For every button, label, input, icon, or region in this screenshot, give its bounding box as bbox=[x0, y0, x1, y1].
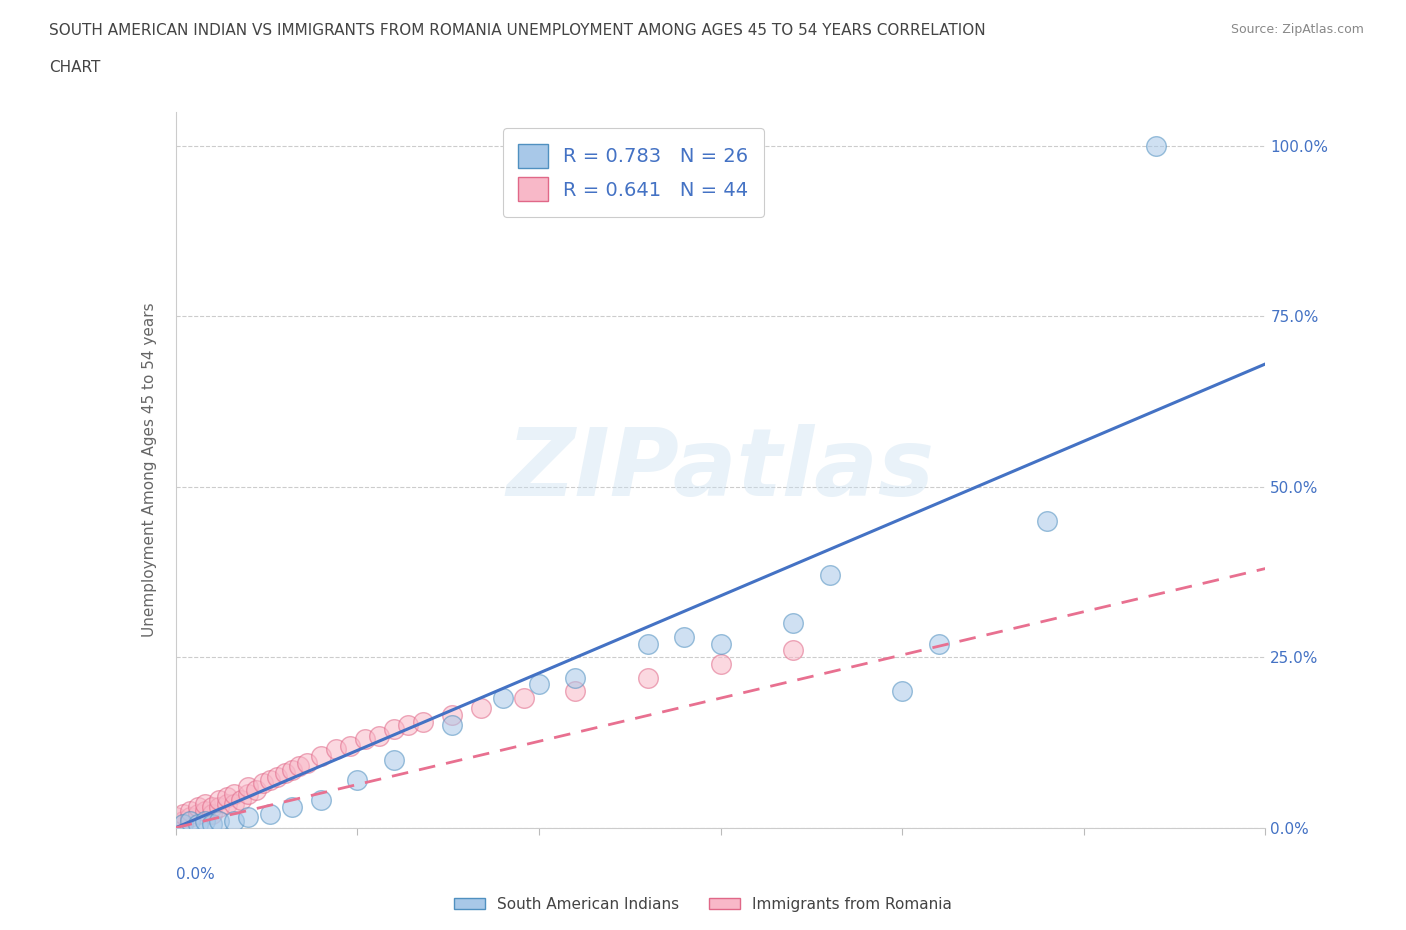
Point bbox=[818, 568, 841, 583]
Point bbox=[179, 804, 201, 818]
Point bbox=[201, 817, 224, 831]
Text: Source: ZipAtlas.com: Source: ZipAtlas.com bbox=[1230, 23, 1364, 36]
Point bbox=[172, 806, 194, 821]
Point bbox=[382, 752, 405, 767]
Point bbox=[440, 718, 463, 733]
Point bbox=[245, 783, 267, 798]
Y-axis label: Unemployment Among Ages 45 to 54 years: Unemployment Among Ages 45 to 54 years bbox=[142, 302, 157, 637]
Text: SOUTH AMERICAN INDIAN VS IMMIGRANTS FROM ROMANIA UNEMPLOYMENT AMONG AGES 45 TO 5: SOUTH AMERICAN INDIAN VS IMMIGRANTS FROM… bbox=[49, 23, 986, 38]
Point bbox=[281, 763, 304, 777]
Point bbox=[165, 810, 187, 825]
Point bbox=[208, 793, 231, 808]
Point bbox=[194, 796, 217, 811]
Point bbox=[194, 814, 217, 829]
Point bbox=[295, 755, 318, 770]
Point bbox=[215, 790, 238, 804]
Legend: South American Indians, Immigrants from Romania: South American Indians, Immigrants from … bbox=[449, 891, 957, 918]
Point bbox=[201, 800, 224, 815]
Point bbox=[274, 765, 297, 780]
Point bbox=[222, 786, 245, 801]
Point bbox=[440, 708, 463, 723]
Point bbox=[382, 722, 405, 737]
Point bbox=[412, 714, 434, 729]
Point bbox=[396, 718, 419, 733]
Point bbox=[288, 759, 311, 774]
Point bbox=[637, 636, 659, 651]
Point bbox=[1146, 139, 1168, 153]
Point bbox=[564, 671, 586, 685]
Point bbox=[259, 773, 281, 788]
Point bbox=[186, 817, 209, 831]
Text: ZIPatlas: ZIPatlas bbox=[506, 424, 935, 515]
Point bbox=[281, 800, 304, 815]
Point bbox=[673, 630, 696, 644]
Point bbox=[215, 796, 238, 811]
Point bbox=[353, 732, 375, 747]
Text: CHART: CHART bbox=[49, 60, 101, 75]
Point bbox=[231, 793, 253, 808]
Point bbox=[186, 806, 209, 821]
Point bbox=[222, 796, 245, 811]
Point bbox=[172, 817, 194, 831]
Text: 0.0%: 0.0% bbox=[176, 867, 215, 882]
Point bbox=[179, 810, 201, 825]
Point bbox=[172, 814, 194, 829]
Point bbox=[165, 817, 187, 831]
Point bbox=[782, 616, 804, 631]
Point bbox=[186, 800, 209, 815]
Point bbox=[928, 636, 950, 651]
Point bbox=[637, 671, 659, 685]
Legend: R = 0.783   N = 26, R = 0.641   N = 44: R = 0.783 N = 26, R = 0.641 N = 44 bbox=[503, 128, 763, 217]
Point bbox=[782, 643, 804, 658]
Point bbox=[238, 786, 260, 801]
Point bbox=[346, 773, 368, 788]
Point bbox=[368, 728, 391, 743]
Point bbox=[222, 814, 245, 829]
Point bbox=[710, 636, 733, 651]
Point bbox=[492, 691, 515, 706]
Point bbox=[564, 684, 586, 698]
Point bbox=[201, 806, 224, 821]
Point bbox=[1036, 513, 1059, 528]
Point bbox=[891, 684, 914, 698]
Point bbox=[259, 806, 281, 821]
Point bbox=[339, 738, 361, 753]
Point bbox=[513, 691, 536, 706]
Point bbox=[194, 804, 217, 818]
Point bbox=[252, 776, 274, 790]
Point bbox=[710, 657, 733, 671]
Point bbox=[527, 677, 550, 692]
Point bbox=[179, 814, 201, 829]
Point bbox=[309, 793, 332, 808]
Point bbox=[470, 701, 492, 716]
Point bbox=[309, 749, 332, 764]
Point bbox=[238, 810, 260, 825]
Point bbox=[325, 742, 347, 757]
Point bbox=[266, 769, 288, 784]
Point bbox=[208, 800, 231, 815]
Point bbox=[238, 779, 260, 794]
Point bbox=[208, 814, 231, 829]
